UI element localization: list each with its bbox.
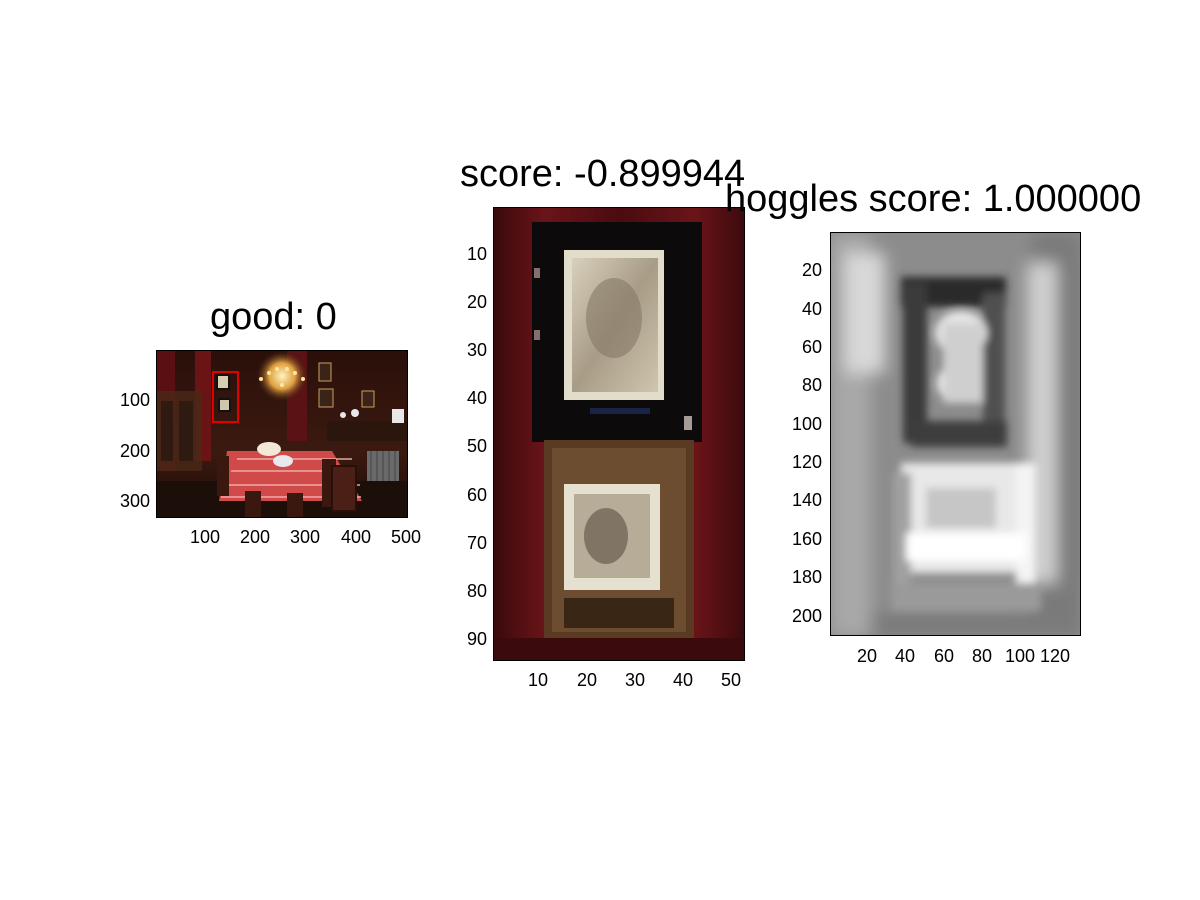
scene-ytick: 100 [106, 391, 150, 409]
scene-title: good: 0 [210, 298, 337, 336]
scene-xtick: 100 [180, 528, 230, 546]
scene-xtick: 200 [230, 528, 280, 546]
hoggles-ytick: 120 [778, 453, 822, 471]
scene-ytick: 300 [106, 492, 150, 510]
crop-ytick: 30 [443, 341, 487, 359]
hoggles-ytick: 60 [778, 338, 822, 356]
scene-xtick: 400 [331, 528, 381, 546]
crop-xtick: 50 [706, 671, 756, 689]
hoggles-ytick: 160 [778, 530, 822, 548]
hoggles-ytick: 20 [778, 261, 822, 279]
hoggles-ytick: 180 [778, 568, 822, 586]
scene-image [156, 350, 408, 518]
crop-ytick: 90 [443, 630, 487, 648]
crop-xtick: 10 [513, 671, 563, 689]
hoggles-title: hoggles score: 1.000000 [725, 180, 1141, 218]
hoggles-ytick: 140 [778, 491, 822, 509]
crop-ytick: 20 [443, 293, 487, 311]
crop-ytick: 40 [443, 389, 487, 407]
hoggles-ytick: 80 [778, 376, 822, 394]
crop-ytick: 60 [443, 486, 487, 504]
crop-ytick: 70 [443, 534, 487, 552]
crop-ytick: 50 [443, 437, 487, 455]
hoggles-xtick: 120 [1030, 647, 1080, 665]
crop-title: score: -0.899944 [460, 155, 745, 193]
crop-xtick: 20 [562, 671, 612, 689]
crop-xtick: 40 [658, 671, 708, 689]
scene-xtick: 300 [280, 528, 330, 546]
scene-xtick: 500 [381, 528, 431, 546]
crop-ytick: 10 [443, 245, 487, 263]
scene-ytick: 200 [106, 442, 150, 460]
crop-image [493, 207, 745, 661]
crop-ytick: 80 [443, 582, 487, 600]
hoggles-ytick: 40 [778, 300, 822, 318]
hoggles-ytick: 100 [778, 415, 822, 433]
crop-xtick: 30 [610, 671, 660, 689]
hoggles-ytick: 200 [778, 607, 822, 625]
hoggles-image [830, 232, 1081, 636]
